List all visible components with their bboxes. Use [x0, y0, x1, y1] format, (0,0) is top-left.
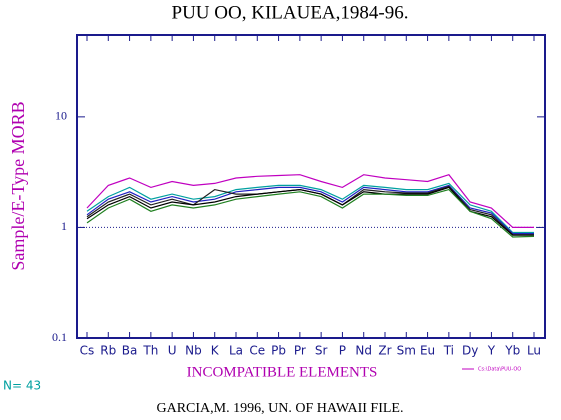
x-tick-label: Cs	[80, 344, 95, 358]
x-tick-label: P	[339, 344, 346, 358]
x-tick-label: Pr	[294, 344, 306, 358]
x-tick-label: U	[168, 344, 177, 358]
x-tick-label: Nb	[185, 344, 202, 358]
x-tick-label: Sm	[397, 344, 416, 358]
series-line	[86, 182, 534, 234]
x-tick-label: Rb	[100, 344, 116, 358]
x-tick-label: Th	[142, 344, 158, 358]
y-tick-label: 10	[55, 109, 67, 123]
x-tick-label: Yb	[504, 344, 520, 358]
x-tick-label: Y	[487, 344, 496, 358]
chart-title: PUU OO, KILAUEA,1984-96.	[172, 2, 409, 23]
x-tick-label: Pb	[271, 344, 286, 358]
series-line	[86, 184, 534, 235]
x-tick-label: Ti	[443, 344, 454, 358]
x-tick-label: Eu	[420, 344, 435, 358]
x-tick-label: Ba	[122, 344, 138, 358]
series-line	[86, 174, 534, 228]
x-tick-label: Dy	[462, 344, 478, 358]
series-line	[86, 186, 534, 236]
x-tick-label: Zr	[378, 344, 391, 358]
plot-frame	[76, 34, 546, 339]
x-tick-label: Sr	[315, 344, 328, 358]
x-tick-label: Nd	[355, 344, 372, 358]
x-tick-label: Ce	[249, 344, 265, 358]
x-axis-label: INCOMPATIBLE ELEMENTS	[187, 364, 378, 380]
count-label: N= 43	[3, 379, 41, 393]
x-tick-label: K	[211, 344, 220, 358]
y-tick-label: 0.1	[52, 330, 67, 344]
y-axis-label: Sample/E-Type MORB	[8, 101, 28, 270]
x-tick-label: Lu	[527, 344, 541, 358]
footer: GARCIA,M. 1996, UN. OF HAWAII FILE.	[157, 401, 404, 416]
x-tick-label: La	[229, 344, 243, 358]
legend-text: Cs:\Data\PUU-OO	[478, 367, 521, 373]
y-tick-label: 1	[61, 219, 67, 233]
series-line	[86, 188, 535, 238]
